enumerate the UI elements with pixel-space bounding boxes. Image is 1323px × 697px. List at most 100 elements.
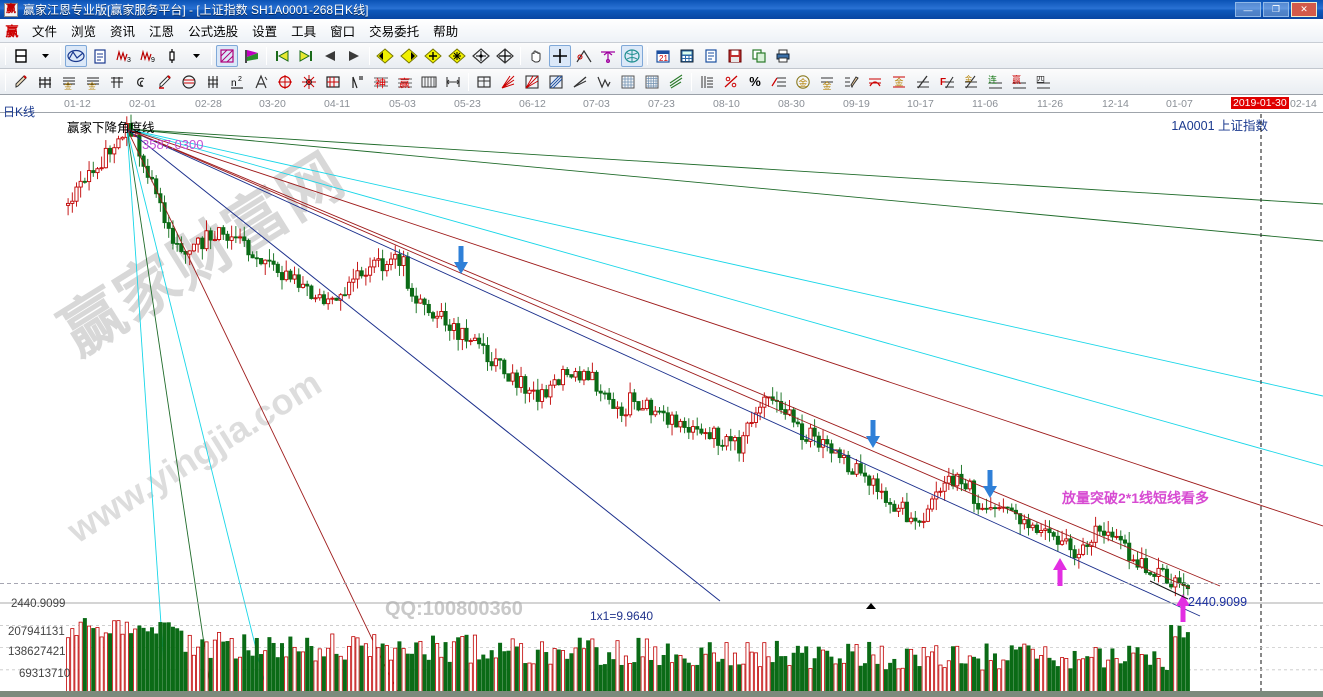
menu-file[interactable]: 文件 (32, 25, 58, 39)
circle-grid-icon[interactable] (178, 71, 200, 93)
close-button[interactable]: ✕ (1291, 2, 1317, 17)
notes-icon[interactable] (700, 45, 722, 67)
menu-gann[interactable]: 江恩 (149, 25, 175, 39)
menu-formula-screen[interactable]: 公式选股 (188, 25, 239, 39)
calculator-icon[interactable] (676, 45, 698, 67)
zigzag-icon[interactable] (593, 71, 615, 93)
angle-measure-icon[interactable] (573, 45, 595, 67)
gold-circle-icon[interactable]: 金 (792, 71, 814, 93)
printer-icon[interactable] (772, 45, 794, 67)
arc-icon[interactable] (864, 71, 886, 93)
shade-box-icon[interactable] (545, 71, 567, 93)
comb-grid-icon[interactable] (418, 71, 440, 93)
clipboard-icon[interactable] (89, 45, 111, 67)
percent-cross-icon[interactable] (720, 71, 742, 93)
restore-button[interactable]: ❐ (1263, 2, 1289, 17)
slope-f-icon[interactable]: F (936, 71, 958, 93)
kline-net-icon[interactable] (65, 44, 87, 67)
si-char-icon[interactable]: 四 (1032, 71, 1054, 93)
channel-box-icon[interactable] (473, 71, 495, 93)
menu-settings[interactable]: 设置 (252, 25, 278, 39)
wave-9-icon[interactable]: 9 (137, 45, 159, 67)
calendar-icon[interactable]: 21 (652, 45, 674, 67)
percent-grid-icon[interactable] (106, 71, 128, 93)
angle-a-icon[interactable] (250, 71, 272, 93)
date-axis-label: 11-26 (1037, 98, 1064, 110)
date-axis-label: 02-14 (1290, 98, 1317, 110)
menu-tools[interactable]: 工具 (291, 25, 317, 39)
slope1-icon[interactable] (912, 71, 934, 93)
marker-icon[interactable] (154, 71, 176, 93)
percent-icon[interactable]: % (749, 74, 761, 89)
top-price-label: 3587.0300 (142, 137, 204, 152)
pencil-icon[interactable] (10, 71, 32, 93)
svg-text:金: 金 (895, 76, 904, 88)
menu-window[interactable]: 窗口 (330, 25, 356, 39)
minimize-button[interactable]: — (1235, 2, 1261, 17)
ladder-icon[interactable] (202, 71, 224, 93)
grid-dense-icon[interactable] (617, 71, 639, 93)
app-logo-icon: 赢 (5, 24, 19, 39)
lian-char-icon[interactable]: 连 (984, 71, 1006, 93)
flag-icon[interactable] (240, 45, 262, 67)
window-buttons: — ❐ ✕ (1235, 2, 1319, 17)
target-icon[interactable] (274, 71, 296, 93)
candle-icon[interactable] (161, 45, 183, 67)
fan-icon[interactable] (597, 45, 619, 67)
boxfan-icon[interactable] (521, 71, 543, 93)
ying-char-icon[interactable]: 赢 (394, 71, 416, 93)
ladder-scale-icon[interactable] (696, 71, 718, 93)
shen-char-icon[interactable]: 神 (370, 71, 392, 93)
copy-icon[interactable] (748, 45, 770, 67)
ink-pen-icon[interactable] (840, 71, 862, 93)
vertical-mark-icon[interactable] (346, 71, 368, 93)
grid-hash-icon[interactable] (34, 71, 56, 93)
diamond-star-icon[interactable] (446, 45, 468, 67)
menu-news[interactable]: 资讯 (110, 25, 136, 39)
date-axis-label: 12-14 (1102, 98, 1129, 110)
date-axis-label: 08-10 (713, 98, 740, 110)
slope-gold-icon[interactable]: 金 (960, 71, 982, 93)
triangle-right-icon[interactable] (343, 45, 365, 67)
gold-lines-icon[interactable]: 金 (816, 71, 838, 93)
crosshair-icon[interactable] (549, 44, 571, 67)
diamond-left-icon[interactable] (374, 45, 396, 67)
spiral-icon[interactable] (130, 71, 152, 93)
triangle-left-icon[interactable] (319, 45, 341, 67)
parallel-icon[interactable] (665, 71, 687, 93)
skip-back-icon[interactable] (271, 45, 293, 67)
period-dropdown-arrow-icon[interactable] (34, 45, 56, 67)
gold-underline-icon[interactable]: 金 (888, 71, 910, 93)
ying2-char-icon[interactable]: 赢 (1008, 71, 1030, 93)
date-axis-label: 10-17 (907, 98, 934, 110)
menu-help[interactable]: 帮助 (433, 25, 459, 39)
diamond-right-icon[interactable] (398, 45, 420, 67)
diamond-dot-icon[interactable] (470, 45, 492, 67)
brain-icon[interactable] (621, 44, 643, 67)
box-icon[interactable] (322, 71, 344, 93)
span-icon[interactable] (442, 71, 464, 93)
menu-trade-order[interactable]: 交易委托 (369, 25, 420, 39)
gold-grid-icon[interactable]: 金 (58, 71, 80, 93)
menu-browse[interactable]: 浏览 (71, 25, 97, 39)
trendline-icon[interactable] (569, 71, 591, 93)
gann-box-icon[interactable] (216, 44, 238, 67)
red-fan-icon[interactable] (497, 71, 519, 93)
chart-canvas[interactable]: 01-12 02-01 02-28 03-20 04-11 05-03 05-23 06-12… (0, 96, 1323, 697)
starburst-icon[interactable] (298, 71, 320, 93)
horizontal-scrollbar[interactable] (0, 691, 1323, 697)
svg-text:金: 金 (965, 74, 972, 83)
diamond-cross-icon[interactable] (494, 45, 516, 67)
period-day-dropdown[interactable] (10, 45, 32, 67)
hand-icon[interactable] (525, 45, 547, 67)
candle-dropdown-arrow-icon[interactable] (185, 45, 207, 67)
price-plot[interactable] (0, 96, 1323, 697)
wave-3-icon[interactable]: 3 (113, 45, 135, 67)
diamond-plus-icon[interactable] (422, 45, 444, 67)
grid-dense2-icon[interactable] (641, 71, 663, 93)
skip-forward-icon[interactable] (295, 45, 317, 67)
floppy-save-icon[interactable] (724, 45, 746, 67)
gold-grid2-icon[interactable]: 金 (82, 71, 104, 93)
percent-lines-icon[interactable] (768, 71, 790, 93)
